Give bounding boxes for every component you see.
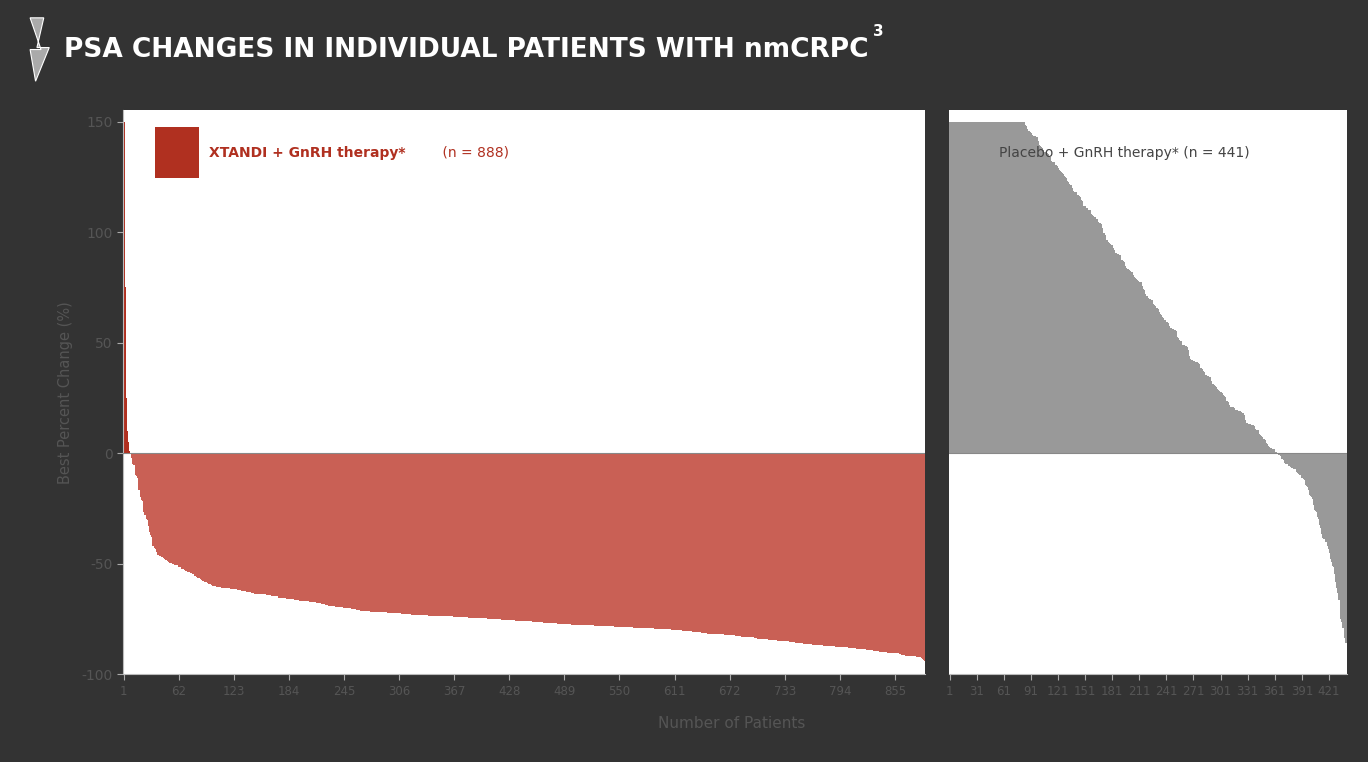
- FancyBboxPatch shape: [155, 127, 200, 178]
- Text: 3: 3: [873, 24, 884, 39]
- Text: (n = 888): (n = 888): [438, 146, 509, 160]
- Text: Placebo + GnRH therapy* (n = 441): Placebo + GnRH therapy* (n = 441): [999, 146, 1249, 160]
- Text: XTANDI + GnRH therapy*: XTANDI + GnRH therapy*: [209, 146, 405, 160]
- Polygon shape: [30, 18, 49, 82]
- Text: Number of Patients: Number of Patients: [658, 716, 806, 731]
- Text: PSA CHANGES IN INDIVIDUAL PATIENTS WITH nmCRPC: PSA CHANGES IN INDIVIDUAL PATIENTS WITH …: [64, 37, 869, 62]
- Y-axis label: Best Percent Change (%): Best Percent Change (%): [57, 301, 73, 484]
- FancyBboxPatch shape: [964, 127, 993, 178]
